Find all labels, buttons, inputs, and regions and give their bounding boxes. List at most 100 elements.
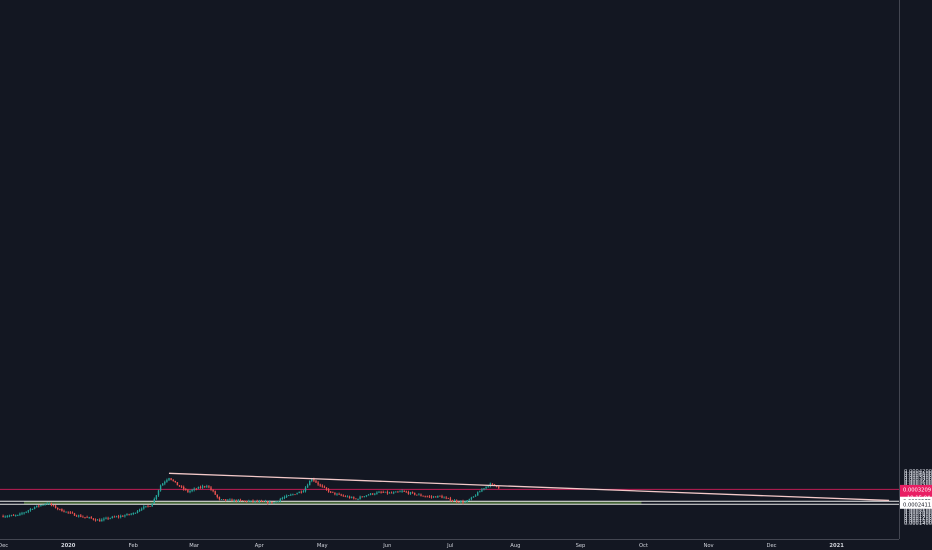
candle (109, 517, 111, 520)
candle (12, 514, 15, 516)
candle (233, 498, 235, 503)
candle (458, 501, 460, 503)
candle (420, 493, 422, 497)
candle (216, 494, 218, 499)
candle (439, 495, 441, 497)
candle (365, 495, 368, 498)
candle (178, 485, 181, 487)
candle (277, 500, 279, 503)
price-tick-label: 0.0001800 (904, 514, 932, 520)
candle (218, 496, 221, 501)
candle (208, 485, 210, 489)
candle (23, 512, 25, 515)
candle (260, 499, 263, 502)
candle (164, 480, 166, 486)
candle (340, 493, 342, 497)
candle (54, 504, 57, 509)
candle (386, 490, 389, 495)
candle (361, 496, 363, 498)
candle (466, 499, 468, 503)
candle (214, 490, 216, 495)
candle (126, 513, 128, 516)
candle (222, 499, 225, 501)
time-tick-label: Mar (189, 543, 200, 549)
time-tick-label: Apr (255, 543, 265, 549)
candle (82, 515, 84, 518)
candle (329, 491, 332, 494)
candle (483, 488, 485, 491)
candle (220, 499, 223, 501)
candle (258, 499, 260, 503)
candle (77, 514, 80, 518)
candle (430, 495, 433, 499)
candle (250, 500, 252, 503)
candle (409, 491, 412, 495)
candle (441, 494, 443, 499)
descending-trendline (168, 472, 890, 502)
candle (256, 499, 258, 503)
candle (323, 485, 326, 489)
candle (470, 496, 473, 501)
time-tick-label: Feb (129, 543, 139, 549)
candle (195, 487, 197, 491)
candle (201, 484, 204, 489)
time-tick-label: May (317, 543, 328, 549)
candle (292, 493, 294, 496)
candle (443, 496, 445, 499)
candle (384, 491, 386, 493)
candle (300, 490, 302, 494)
time-tick-label: Jul (446, 543, 453, 549)
candle (434, 496, 437, 498)
candle (252, 499, 254, 503)
candle (306, 483, 309, 488)
candle (239, 498, 242, 502)
candle (149, 505, 151, 507)
candle (302, 490, 305, 493)
candle (2, 514, 4, 518)
candle (380, 490, 382, 494)
candle (254, 500, 256, 504)
price-tick-label: 0.0003900 (904, 474, 932, 480)
candle (206, 484, 208, 488)
candle (59, 508, 61, 511)
candle (170, 478, 172, 481)
candle (231, 498, 233, 502)
candle (19, 512, 21, 516)
time-tick-label: Aug (510, 543, 520, 549)
candle (67, 511, 69, 514)
candle (371, 493, 374, 496)
candle (14, 514, 17, 517)
candle (168, 477, 170, 482)
candle (281, 496, 284, 500)
candle (346, 495, 349, 498)
candle (374, 492, 376, 496)
candle (73, 512, 76, 516)
candle (8, 514, 11, 518)
candle (336, 492, 338, 496)
candle (453, 499, 456, 502)
candle (350, 496, 353, 499)
candle (130, 512, 132, 516)
candle (98, 518, 101, 522)
candlestick-series (2, 477, 500, 522)
candle (119, 514, 122, 519)
candle (388, 491, 391, 494)
candle (29, 507, 32, 512)
candle (86, 515, 88, 518)
candle (451, 499, 454, 502)
candle (437, 495, 439, 498)
candle (317, 481, 319, 486)
candle (46, 502, 48, 505)
candle (285, 494, 288, 498)
price-tick-label: 0.0003800 (904, 476, 932, 482)
candle (460, 500, 462, 504)
candle (334, 492, 336, 496)
candle (395, 491, 397, 493)
price-tick-label: 0.0001900 (904, 512, 932, 518)
candle (294, 494, 296, 496)
candle (193, 487, 195, 492)
price-tick-label: 0.0003600 (904, 480, 932, 486)
candle (10, 514, 13, 517)
price-tick-label: 0.0004100 (904, 471, 932, 477)
